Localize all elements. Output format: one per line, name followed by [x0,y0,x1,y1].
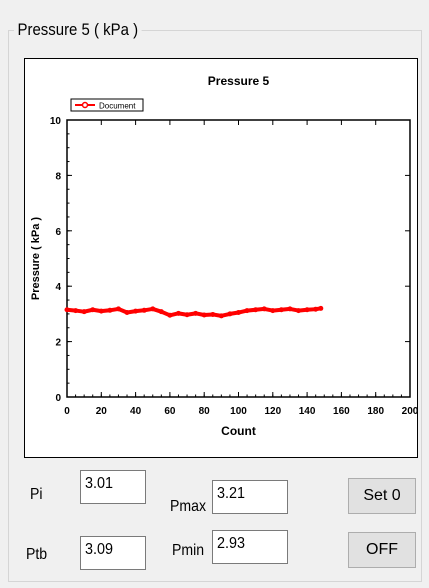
legend-marker [83,103,88,108]
data-point [287,306,292,311]
data-point [193,311,198,316]
data-point [107,308,112,313]
off-button[interactable]: OFF [348,532,416,568]
data-point [236,310,241,315]
data-point [219,313,224,318]
x-tick-label: 120 [264,406,281,417]
x-tick-label: 180 [367,406,384,417]
x-tick-label: 20 [96,406,108,417]
data-point [142,308,147,313]
data-point [270,308,275,313]
pmax-label: Pmax [170,498,206,516]
x-axis-label: Count [221,424,256,438]
data-point [202,313,207,318]
data-point [90,307,95,312]
data-point [73,308,78,313]
pmax-field[interactable]: 3.21 [212,480,288,514]
data-point [99,309,104,314]
group-title: Pressure 5 ( kPa ) [14,20,142,40]
y-tick-label: 10 [50,116,62,127]
data-point [227,311,232,316]
pi-field[interactable]: 3.01 [80,470,146,504]
data-point [167,313,172,318]
y-tick-label: 8 [55,171,61,182]
data-point [279,307,284,312]
data-point [185,312,190,317]
x-tick-label: 40 [130,406,142,417]
x-tick-label: 160 [333,406,350,417]
data-point [65,307,70,312]
pmin-label: Pmin [172,542,204,560]
x-tick-label: 200 [402,406,417,417]
y-axis-label: Pressure ( kPa ) [30,217,42,300]
data-point [296,308,301,313]
data-point [262,306,267,311]
data-point [305,307,310,312]
data-point [313,307,318,312]
data-point [176,311,181,316]
chart-canvas: Pressure 5 0 20 40 60 80 100 120 140 160 180 200 0 2 4… [25,59,417,457]
y-tick-label: 0 [55,393,61,404]
data-point [150,306,155,311]
plot-area [67,120,410,397]
data-point [116,306,121,311]
pi-label: Pi [30,486,43,504]
set-zero-button[interactable]: Set 0 [348,478,416,514]
pmin-field[interactable]: 2.93 [212,530,288,564]
y-tick-label: 4 [55,282,61,293]
y-tick-label: 2 [55,338,61,349]
chart-title: Pressure 5 [208,74,270,88]
data-point [318,306,323,311]
y-tick-label: 6 [55,227,61,238]
x-tick-label: 60 [164,406,176,417]
data-point [210,312,215,317]
x-tick-label: 100 [230,406,247,417]
data-point [125,310,130,315]
data-point [253,307,258,312]
pressure-chart: Pressure 5 0 20 40 60 80 100 120 140 160 180 200 0 2 4… [24,58,418,458]
x-tick-label: 80 [199,406,211,417]
ptb-label: Ptb [26,546,47,564]
data-point [82,309,87,314]
legend-label: Document [99,102,136,111]
x-tick-label: 0 [64,406,70,417]
ptb-field[interactable]: 3.09 [80,536,146,570]
x-tick-label: 140 [299,406,316,417]
data-point [245,308,250,313]
data-point [159,309,164,314]
data-point [133,309,138,314]
